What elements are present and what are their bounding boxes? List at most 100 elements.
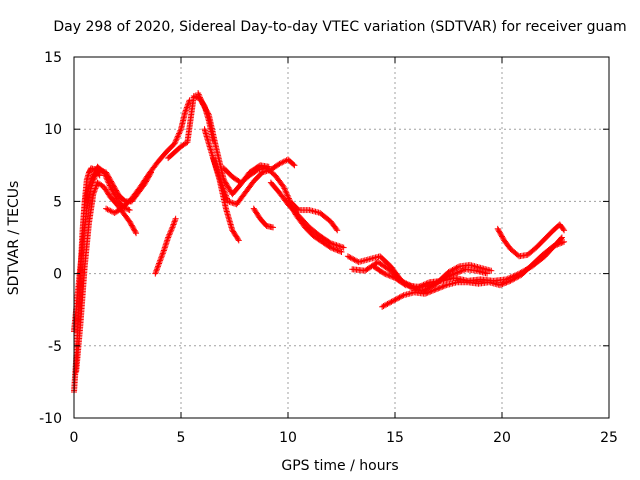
data-point-arc-4 bbox=[91, 168, 98, 175]
data-point-arc-6 bbox=[166, 230, 173, 237]
data-point-arc-5 bbox=[174, 134, 181, 141]
data-point-arc-14 bbox=[329, 245, 336, 252]
data-point-arc-19 bbox=[494, 225, 501, 232]
data-point-arc-8 bbox=[202, 106, 209, 113]
data-point-arc-18 bbox=[381, 270, 388, 277]
data-point-arc-19 bbox=[498, 232, 505, 239]
data-point-arc-3 bbox=[132, 228, 139, 235]
data-point-arc-4 bbox=[103, 175, 110, 182]
data-point-arc-18 bbox=[432, 280, 439, 287]
data-point-arc-10 bbox=[222, 191, 229, 198]
data-point-arc-6 bbox=[153, 266, 160, 273]
data-point-arc-11 bbox=[282, 188, 289, 195]
y-tick-label: 15 bbox=[44, 50, 62, 66]
data-point-arc-17 bbox=[514, 274, 521, 281]
data-point-arc-4 bbox=[88, 175, 95, 182]
data-points bbox=[71, 90, 568, 396]
data-point-arc-19 bbox=[499, 233, 505, 240]
data-point-arc-6 bbox=[166, 231, 173, 238]
data-point-arc-18 bbox=[389, 273, 396, 280]
data-point-arc-17 bbox=[397, 293, 404, 300]
data-point-arc-6 bbox=[168, 227, 175, 234]
data-point-arc-17 bbox=[512, 274, 519, 281]
data-point-arc-18 bbox=[445, 269, 452, 276]
data-point-arc-11 bbox=[334, 227, 341, 234]
data-point-arc-17 bbox=[555, 240, 562, 247]
data-point-arc-19 bbox=[561, 227, 568, 234]
data-point-arc-6 bbox=[167, 228, 174, 235]
data-point-arc-17 bbox=[436, 284, 443, 291]
data-point-arc-17 bbox=[429, 287, 436, 294]
data-point-arc-8 bbox=[197, 95, 204, 102]
data-point-arc-5 bbox=[104, 206, 111, 213]
data-point-arc-6 bbox=[165, 233, 172, 240]
data-point-arc-6 bbox=[170, 221, 177, 228]
data-point-arc-8 bbox=[203, 107, 210, 114]
data-point-arc-4 bbox=[109, 187, 116, 194]
data-point-arc-3 bbox=[92, 183, 99, 190]
data-point-arc-4 bbox=[125, 206, 132, 213]
data-point-arc-18 bbox=[385, 272, 392, 279]
data-point-arc-3 bbox=[92, 185, 99, 192]
data-point-arc-10 bbox=[221, 189, 228, 196]
data-point-arc-17 bbox=[442, 282, 449, 289]
data-point-arc-15 bbox=[351, 256, 358, 263]
data-point-arc-17 bbox=[399, 292, 406, 299]
data-point-arc-4 bbox=[89, 174, 96, 181]
data-point-arc-11 bbox=[281, 185, 288, 192]
data-point-arc-17 bbox=[424, 289, 431, 296]
data-point-arc-4 bbox=[90, 171, 97, 178]
data-point-arc-17 bbox=[500, 280, 507, 287]
data-point-arc-18 bbox=[426, 282, 433, 289]
data-point-arc-10 bbox=[277, 160, 284, 167]
data-point-arc-6 bbox=[154, 264, 161, 271]
data-point-arc-4 bbox=[91, 170, 98, 177]
data-point-arc-15 bbox=[457, 268, 464, 275]
data-point-arc-14 bbox=[331, 246, 338, 253]
data-point-arc-8 bbox=[195, 91, 202, 98]
data-point-arc-5 bbox=[172, 139, 179, 146]
data-point-arc-14 bbox=[333, 246, 340, 253]
data-point-arc-16 bbox=[558, 234, 565, 241]
data-point-arc-4 bbox=[104, 178, 111, 185]
y-tick-label: 0 bbox=[53, 267, 62, 283]
data-point-arc-8 bbox=[199, 100, 206, 107]
data-point-arc-4 bbox=[100, 169, 107, 176]
axis-ticks: 0 5 10 15 20 25 -10 -5 0 5 10 15 bbox=[39, 50, 618, 446]
data-point-arc-17 bbox=[506, 278, 513, 285]
data-point-arc-6 bbox=[152, 269, 159, 276]
data-point-arc-18 bbox=[390, 274, 397, 281]
data-point-arc-17 bbox=[498, 281, 505, 288]
data-point-arc-19 bbox=[496, 228, 503, 235]
grid bbox=[74, 57, 609, 418]
data-point-arc-11 bbox=[280, 183, 287, 190]
data-point-arc-11 bbox=[283, 191, 290, 198]
data-point-arc-3 bbox=[129, 223, 136, 230]
data-point-arc-6 bbox=[159, 251, 166, 258]
data-point-arc-14 bbox=[326, 243, 333, 250]
plot-frame bbox=[73, 56, 610, 419]
data-point-arc-18 bbox=[453, 264, 460, 271]
data-point-arc-8 bbox=[201, 104, 208, 111]
data-point-arc-17 bbox=[388, 298, 395, 305]
data-point-arc-15 bbox=[347, 254, 354, 261]
data-point-arc-10 bbox=[219, 182, 226, 189]
data-point-arc-4 bbox=[92, 167, 99, 174]
data-point-arc-10 bbox=[223, 194, 230, 201]
data-point-arc-4 bbox=[105, 179, 112, 186]
data-point-arc-8 bbox=[200, 101, 207, 108]
data-point-arc-17 bbox=[440, 283, 447, 290]
data-point-arc-5 bbox=[174, 133, 181, 140]
data-point-arc-6 bbox=[152, 270, 159, 277]
data-point-arc-11 bbox=[283, 189, 290, 196]
data-point-arc-17 bbox=[380, 303, 387, 310]
data-point-arc-8 bbox=[200, 102, 207, 109]
data-point-arc-5 bbox=[105, 207, 112, 214]
data-point-arc-17 bbox=[503, 279, 510, 286]
data-point-arc-5 bbox=[177, 127, 184, 134]
x-tick-label: 25 bbox=[600, 430, 618, 446]
data-point-arc-4 bbox=[106, 181, 113, 188]
data-point-arc-17 bbox=[393, 295, 400, 302]
data-point-arc-6 bbox=[155, 261, 162, 268]
data-point-arc-10 bbox=[220, 185, 227, 192]
